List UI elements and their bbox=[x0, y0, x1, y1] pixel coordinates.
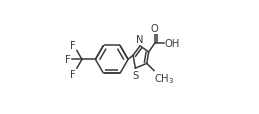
Text: S: S bbox=[132, 70, 139, 80]
Text: N: N bbox=[136, 35, 144, 45]
Text: F: F bbox=[70, 69, 76, 79]
Text: O: O bbox=[151, 24, 159, 34]
Text: OH: OH bbox=[164, 39, 180, 49]
Text: F: F bbox=[65, 55, 70, 65]
Text: CH$_3$: CH$_3$ bbox=[154, 71, 175, 85]
Text: F: F bbox=[70, 40, 76, 50]
